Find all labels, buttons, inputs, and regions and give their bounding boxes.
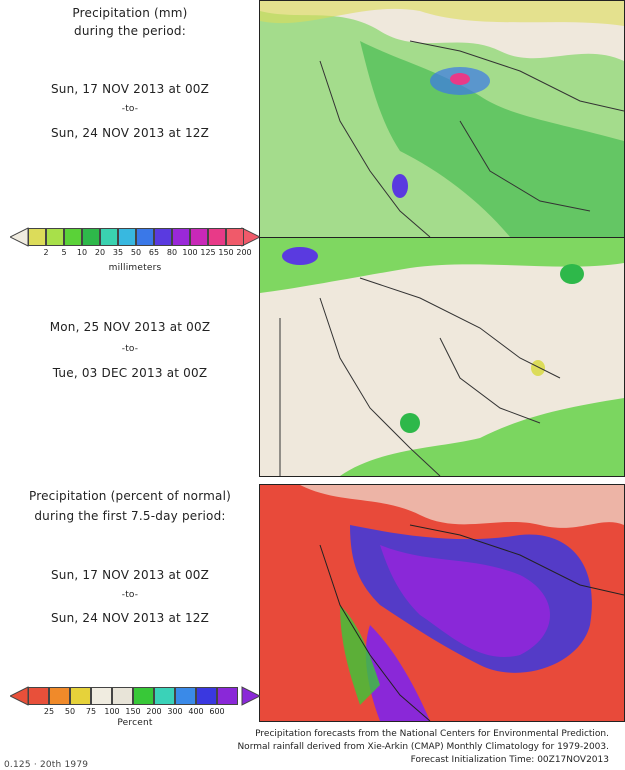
legend-tick-label: 200 xyxy=(146,707,162,716)
precip-map-week1 xyxy=(259,0,625,238)
legend-color-cell xyxy=(190,228,208,246)
legend-tick-label: 100 xyxy=(182,248,198,257)
legend-tick-label: 200 xyxy=(236,248,252,257)
panel1-start-date: Sun, 17 NOV 2013 at 00Z xyxy=(50,82,210,96)
legend-color-cell xyxy=(28,687,49,705)
legend-color-cell xyxy=(154,687,175,705)
legend-tick-label: 50 xyxy=(130,248,142,257)
legend-mm-unit: millimeters xyxy=(108,263,162,273)
legend-tick-label: 600 xyxy=(209,707,225,716)
legend-color-cell xyxy=(100,228,118,246)
legend-color-cell xyxy=(226,228,244,246)
legend-color-cell xyxy=(28,228,46,246)
footer-credit-line2: Normal rainfall derived from Xie-Arkin (… xyxy=(237,742,609,752)
legend-pct-unit: Percent xyxy=(117,718,153,728)
footer-init-time: Forecast Initialization Time: 00Z17NOV20… xyxy=(410,755,609,765)
panel3-title-line1: Precipitation (percent of normal) xyxy=(29,489,231,503)
precip-percent-normal-map xyxy=(259,484,625,722)
legend-tick-label: 2 xyxy=(43,248,49,257)
legend-tick-label: 125 xyxy=(200,248,216,257)
legend-color-cell xyxy=(172,228,190,246)
legend-color-cell xyxy=(175,687,196,705)
legend-color-cell xyxy=(136,228,154,246)
legend-tick-label: 80 xyxy=(166,248,178,257)
panel2-start-date: Mon, 25 NOV 2013 at 00Z xyxy=(49,320,211,334)
legend-color-cell xyxy=(82,228,100,246)
legend-color-cell xyxy=(208,228,226,246)
panel2-end-date: Tue, 03 DEC 2013 at 00Z xyxy=(52,366,208,380)
legend-color-cell xyxy=(217,687,238,705)
legend-color-cell xyxy=(154,228,172,246)
legend-tick-label: 300 xyxy=(167,707,183,716)
legend-color-cell xyxy=(118,228,136,246)
panel1-title-line1: Precipitation (mm) xyxy=(72,6,188,20)
legend-color-cell xyxy=(196,687,217,705)
footer-credit-line1: Precipitation forecasts from the Nationa… xyxy=(255,729,609,739)
legend-color-cell xyxy=(91,687,112,705)
legend-color-cell xyxy=(70,687,91,705)
legend-tick-label: 400 xyxy=(188,707,204,716)
legend-color-cell xyxy=(46,228,64,246)
panel3-title-line2: during the first 7.5-day period: xyxy=(34,509,226,523)
legend-tick-label: 20 xyxy=(94,248,106,257)
panel1-title-line2: during the period: xyxy=(74,24,186,38)
panel3-start-date: Sun, 17 NOV 2013 at 00Z xyxy=(50,568,210,582)
panel3-to: -to- xyxy=(121,590,139,600)
legend-tick-label: 5 xyxy=(61,248,67,257)
precip-map-week2 xyxy=(259,237,625,477)
legend-color-cell xyxy=(64,228,82,246)
legend-tick-label: 100 xyxy=(104,707,120,716)
footer-corner-text: 0.125 · 20th 1979 xyxy=(4,760,89,770)
legend-tick-label: 65 xyxy=(148,248,160,257)
panel1-to: -to- xyxy=(121,104,139,114)
panel2-to: -to- xyxy=(121,344,139,354)
legend-tick-label: 35 xyxy=(112,248,124,257)
legend-tick-label: 10 xyxy=(76,248,88,257)
legend-tick-label: 150 xyxy=(218,248,234,257)
legend-tick-label: 150 xyxy=(125,707,141,716)
legend-color-cell xyxy=(112,687,133,705)
legend-color-cell xyxy=(49,687,70,705)
legend-color-cell xyxy=(133,687,154,705)
legend-tick-label: 50 xyxy=(64,707,76,716)
panel3-end-date: Sun, 24 NOV 2013 at 12Z xyxy=(50,611,210,625)
legend-tick-label: 75 xyxy=(85,707,97,716)
legend-tick-label: 25 xyxy=(43,707,55,716)
panel1-end-date: Sun, 24 NOV 2013 at 12Z xyxy=(50,126,210,140)
